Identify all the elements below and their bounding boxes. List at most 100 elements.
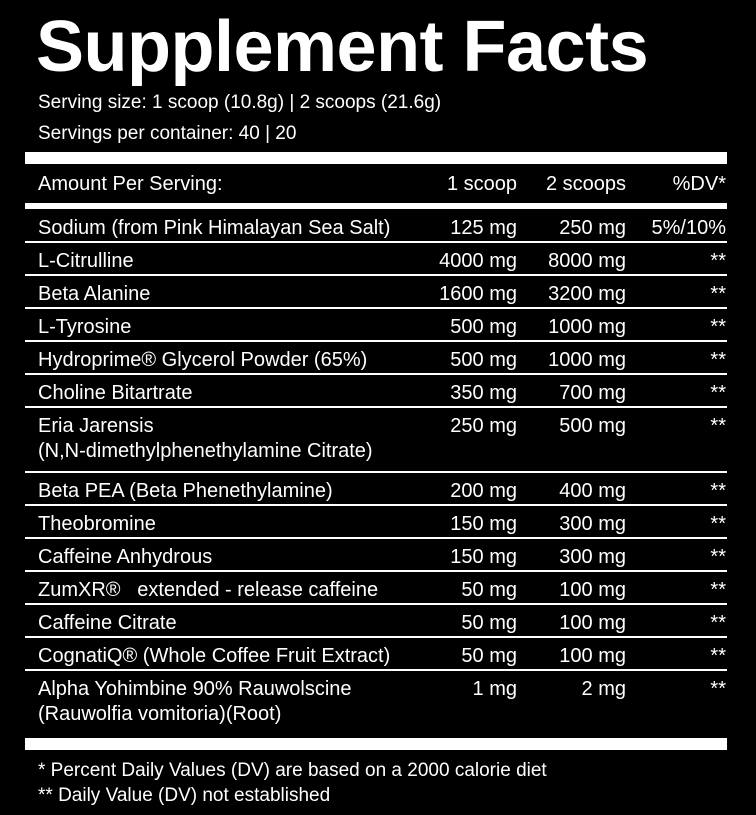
nutrient-name: L-Tyrosine [38, 315, 131, 340]
nutrient-row: Choline Bitartrate 350 mg 700 mg ** [25, 375, 727, 408]
nutrient-row: Caffeine Citrate 50 mg 100 mg ** [25, 605, 727, 638]
nutrient-name: Theobromine [38, 512, 156, 537]
footnote: ** Daily Value (DV) not established [38, 785, 331, 806]
name-line: Choline Bitartrate [38, 382, 193, 404]
nutrient-name: Caffeine Citrate [38, 611, 177, 636]
row-separator [25, 603, 727, 605]
row-separator [25, 406, 727, 408]
amount-dv: ** [710, 579, 726, 601]
amount-two: 500 mg [559, 415, 626, 437]
amount-dv: ** [710, 382, 726, 404]
amount-two: 100 mg [559, 645, 626, 667]
amount-one: 50 mg [461, 645, 517, 667]
amount-two: 400 mg [559, 480, 626, 502]
row-separator [25, 537, 727, 539]
nutrient-row: CognatiQ® (Whole Coffee Fruit Extract) 50… [25, 638, 727, 671]
nutrient-row: Hydroprime® Glycerol Powder (65%) 500 mg 1… [25, 342, 727, 375]
nutrient-row: Beta PEA (Beta Phenethylamine) 200 mg 400 … [25, 473, 727, 506]
amount-two: 8000 mg [548, 250, 626, 272]
row-separator [25, 241, 727, 243]
name-line: L-Tyrosine [38, 316, 132, 338]
nutrient-name: Alpha Yohimbine 90% Rauwolscine (Rauwolfi… [38, 677, 352, 727]
amount-two: 300 mg [559, 513, 626, 535]
name-line: Theobromine [38, 513, 156, 535]
nutrient-row: Theobromine 150 mg 300 mg ** [25, 506, 727, 539]
amount-two: 1000 mg [548, 316, 626, 338]
nutrient-name: ZumXR® extended - release caffeine [38, 578, 378, 603]
header-row: Amount Per Serving: 1 scoop 2 scoops %DV* [25, 168, 727, 202]
name-line: Caffeine Citrate [38, 612, 177, 634]
medium-rule [25, 203, 727, 209]
nutrient-name: Hydroprime® Glycerol Powder (65%) [38, 348, 367, 373]
nutrient-name: Choline Bitartrate [38, 381, 193, 406]
amount-dv: ** [710, 415, 726, 437]
amount-one: 4000 mg [439, 250, 517, 272]
nutrient-row: Caffeine Anhydrous 150 mg 300 mg ** [25, 539, 727, 572]
row-separator [25, 307, 727, 309]
amount-one: 250 mg [450, 415, 517, 437]
row-separator [25, 373, 727, 375]
name-line: Eria Jarensis [38, 415, 154, 437]
amount-dv: ** [710, 349, 726, 371]
amount-two: 3200 mg [548, 283, 626, 305]
amount-two: 2 mg [581, 678, 626, 700]
amount-one: 350 mg [450, 382, 517, 404]
name-line: Beta Alanine [38, 283, 151, 305]
name-line: Caffeine Anhydrous [38, 546, 213, 568]
amount-one: 1 mg [472, 678, 517, 700]
amount-dv: ** [710, 678, 726, 700]
row-separator [25, 570, 727, 572]
nutrient-row: ZumXR® extended - release caffeine 50 mg 1… [25, 572, 727, 605]
name-line: (N,N-dimethylphenethylamine Citrate) [38, 440, 373, 462]
nutrient-name: Eria Jarensis (N,N-dimethylphenethylamine… [38, 414, 373, 464]
serving-size: Serving size: 1 scoop (10.8g) | 2 scoops… [38, 92, 442, 113]
amount-two: 1000 mg [548, 349, 626, 371]
footnote: * Percent Daily Values (DV) are based on… [38, 760, 547, 781]
amount-two: 100 mg [559, 579, 626, 601]
amount-one: 150 mg [450, 546, 517, 568]
header-cell: Amount Per Serving: [38, 173, 223, 195]
amount-dv: ** [710, 316, 726, 338]
amount-dv: ** [710, 250, 726, 272]
amount-one: 50 mg [461, 612, 517, 634]
thick-rule [25, 152, 727, 164]
row-separator [25, 340, 727, 342]
name-line: Alpha Yohimbine 90% Rauwolscine [38, 678, 352, 700]
nutrient-name: Sodium (from Pink Himalayan Sea Salt) [38, 216, 390, 241]
amount-dv: ** [710, 513, 726, 535]
name-line: Beta PEA (Beta Phenethylamine) [38, 480, 333, 502]
nutrient-row: Alpha Yohimbine 90% Rauwolscine (Rauwolfi… [25, 671, 727, 736]
amount-one: 500 mg [450, 349, 517, 371]
row-separator [25, 471, 727, 473]
nutrient-name: L-Citrulline [38, 249, 134, 274]
row-separator [25, 274, 727, 276]
amount-dv: 5%/10% [651, 217, 727, 239]
amount-two: 700 mg [559, 382, 626, 404]
title: Supplement Facts [36, 7, 649, 87]
servings-per-container: Servings per container: 40 | 20 [38, 123, 297, 144]
amount-dv: ** [710, 612, 726, 634]
amount-one: 200 mg [450, 480, 517, 502]
header-cell: 2 scoops [545, 173, 626, 195]
amount-two: 250 mg [559, 217, 626, 239]
amount-one: 500 mg [450, 316, 517, 338]
name-line: L-Citrulline [38, 250, 134, 272]
amount-dv: ** [710, 283, 726, 305]
name-line: CognatiQ® (Whole Coffee Fruit Extract) [38, 645, 391, 667]
amount-one: 50 mg [461, 579, 517, 601]
name-line: (Rauwolfia vomitoria)(Root) [38, 703, 282, 725]
nutrient-row: L-Citrulline 4000 mg 8000 mg ** [25, 243, 727, 276]
name-line: ZumXR® extended - release caffeine [38, 579, 379, 601]
header-cell: %DV* [672, 173, 726, 195]
name-line: Hydroprime® Glycerol Powder (65%) [38, 349, 368, 371]
amount-two: 300 mg [559, 546, 626, 568]
row-separator [25, 504, 727, 506]
nutrient-name: Beta PEA (Beta Phenethylamine) [38, 479, 333, 504]
name-line: Sodium (from Pink Himalayan Sea Salt) [38, 217, 391, 239]
row-separator [25, 669, 727, 671]
nutrient-row: L-Tyrosine 500 mg 1000 mg ** [25, 309, 727, 342]
header-cell: 1 scoop [446, 173, 517, 195]
amount-one: 150 mg [450, 513, 517, 535]
nutrient-row: Eria Jarensis (N,N-dimethylphenethylamine… [25, 408, 727, 473]
